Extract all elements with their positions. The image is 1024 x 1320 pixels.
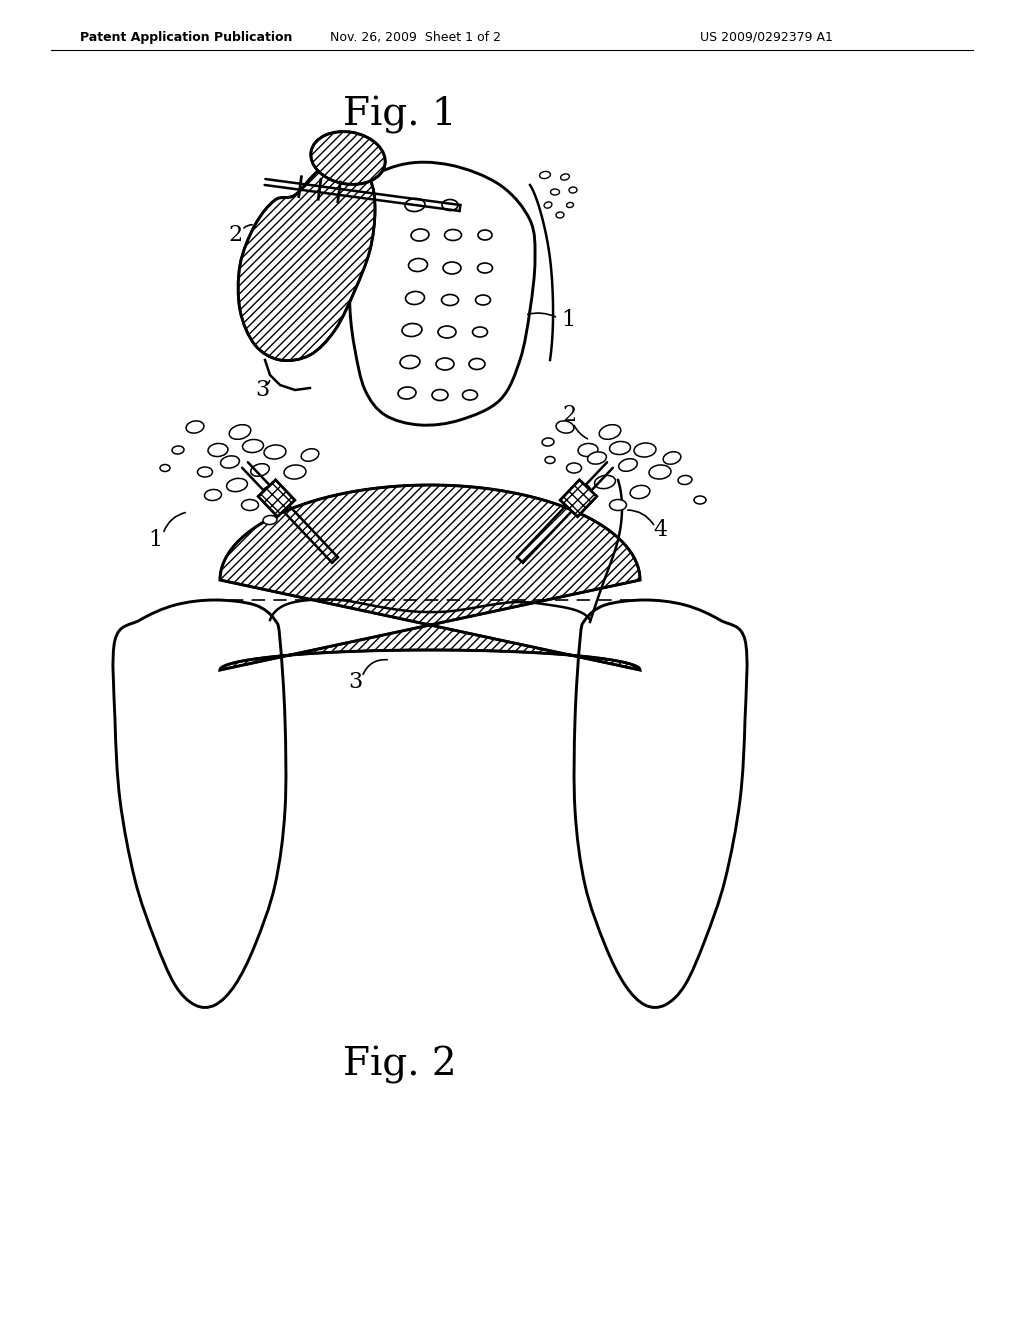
Ellipse shape — [566, 463, 582, 473]
Ellipse shape — [262, 486, 282, 499]
Ellipse shape — [573, 484, 591, 495]
Ellipse shape — [205, 490, 221, 500]
Text: 2: 2 — [229, 224, 243, 246]
Ellipse shape — [226, 478, 248, 491]
Ellipse shape — [398, 387, 416, 399]
Ellipse shape — [208, 444, 228, 457]
Ellipse shape — [595, 475, 615, 488]
Ellipse shape — [406, 292, 425, 305]
Ellipse shape — [406, 198, 425, 211]
Ellipse shape — [229, 425, 251, 440]
Ellipse shape — [402, 323, 422, 337]
Text: 3: 3 — [255, 379, 269, 401]
Text: Fig. 2: Fig. 2 — [343, 1045, 457, 1084]
Ellipse shape — [469, 359, 485, 370]
Text: 3: 3 — [348, 671, 362, 693]
Ellipse shape — [477, 263, 493, 273]
Ellipse shape — [442, 199, 458, 210]
Text: 1: 1 — [147, 529, 162, 550]
Ellipse shape — [556, 421, 573, 433]
Ellipse shape — [618, 459, 637, 471]
Ellipse shape — [542, 438, 554, 446]
Ellipse shape — [588, 451, 606, 465]
Ellipse shape — [432, 389, 449, 400]
Ellipse shape — [411, 228, 429, 242]
Ellipse shape — [551, 189, 559, 195]
Ellipse shape — [251, 463, 269, 477]
Ellipse shape — [569, 187, 577, 193]
Ellipse shape — [284, 465, 306, 479]
Polygon shape — [220, 484, 640, 671]
Text: Patent Application Publication: Patent Application Publication — [80, 30, 293, 44]
Ellipse shape — [436, 358, 454, 370]
Ellipse shape — [311, 132, 385, 185]
PathPatch shape — [574, 601, 748, 1007]
Ellipse shape — [578, 444, 598, 457]
Ellipse shape — [242, 499, 258, 511]
Ellipse shape — [544, 202, 552, 209]
Text: US 2009/0292379 A1: US 2009/0292379 A1 — [700, 30, 833, 44]
Ellipse shape — [599, 425, 621, 440]
Ellipse shape — [556, 213, 564, 218]
PathPatch shape — [113, 601, 286, 1007]
Ellipse shape — [649, 465, 671, 479]
Ellipse shape — [160, 465, 170, 471]
Ellipse shape — [609, 499, 627, 511]
Ellipse shape — [472, 327, 487, 337]
Ellipse shape — [540, 172, 551, 178]
Text: Nov. 26, 2009  Sheet 1 of 2: Nov. 26, 2009 Sheet 1 of 2 — [330, 30, 501, 44]
Ellipse shape — [400, 355, 420, 368]
Ellipse shape — [263, 516, 276, 524]
Ellipse shape — [443, 261, 461, 275]
Ellipse shape — [438, 326, 456, 338]
Ellipse shape — [478, 230, 492, 240]
Ellipse shape — [566, 202, 573, 207]
Ellipse shape — [409, 259, 427, 272]
Ellipse shape — [243, 440, 263, 453]
Ellipse shape — [694, 496, 706, 504]
Ellipse shape — [220, 455, 240, 469]
Ellipse shape — [664, 451, 681, 465]
Polygon shape — [560, 480, 597, 516]
Text: 1: 1 — [561, 309, 575, 331]
PathPatch shape — [239, 165, 375, 360]
Ellipse shape — [444, 230, 462, 240]
Ellipse shape — [198, 467, 213, 477]
Polygon shape — [258, 480, 295, 516]
Ellipse shape — [172, 446, 184, 454]
Ellipse shape — [630, 486, 650, 499]
Ellipse shape — [634, 444, 656, 457]
Ellipse shape — [609, 441, 631, 454]
PathPatch shape — [346, 162, 536, 425]
Ellipse shape — [678, 475, 692, 484]
Ellipse shape — [560, 174, 569, 180]
Ellipse shape — [441, 294, 459, 305]
Text: Fig. 1: Fig. 1 — [343, 96, 457, 135]
Ellipse shape — [475, 294, 490, 305]
Text: 4: 4 — [653, 519, 667, 541]
Ellipse shape — [545, 457, 555, 463]
Ellipse shape — [186, 421, 204, 433]
Ellipse shape — [301, 449, 318, 461]
Ellipse shape — [463, 389, 477, 400]
Ellipse shape — [264, 445, 286, 459]
Text: 2: 2 — [563, 404, 578, 426]
